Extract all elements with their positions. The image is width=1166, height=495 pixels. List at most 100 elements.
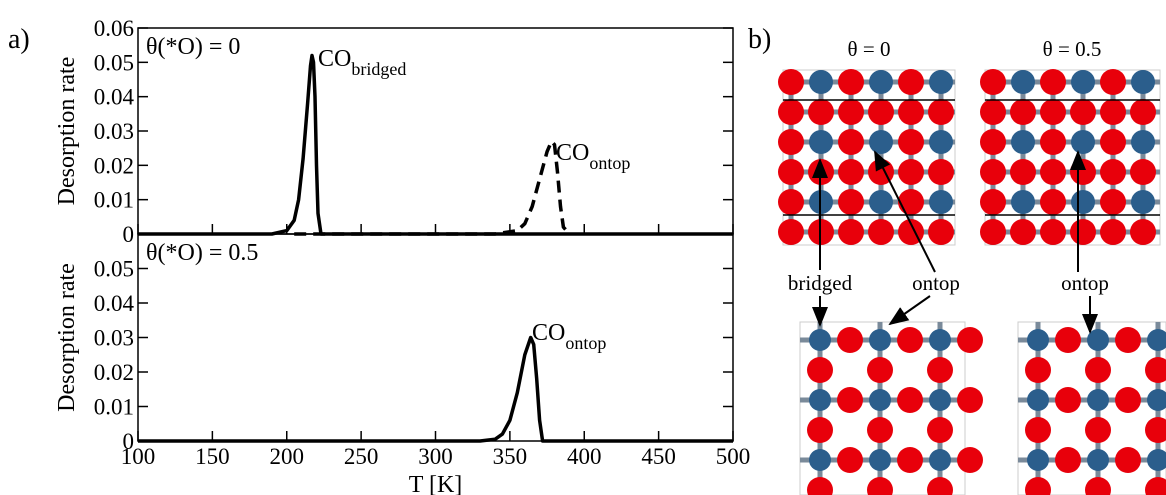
atom	[868, 219, 894, 245]
atom	[809, 130, 833, 154]
atom	[898, 129, 924, 155]
atom	[1100, 69, 1126, 95]
atom	[1040, 69, 1066, 95]
arrow	[890, 296, 930, 324]
atom	[1100, 189, 1126, 215]
atom	[809, 70, 833, 94]
y-tick-label: 0	[123, 222, 135, 247]
legend-label: θ(*O) = 0	[146, 34, 240, 60]
atom	[929, 389, 951, 411]
atom	[869, 70, 893, 94]
atom	[1070, 99, 1096, 125]
atom	[837, 327, 863, 353]
atom	[1025, 357, 1051, 383]
atom	[1071, 190, 1095, 214]
legend-label: θ(*O) = 0.5	[146, 240, 258, 266]
atom	[1011, 190, 1035, 214]
x-tick-label: 400	[567, 444, 602, 469]
atom	[929, 449, 951, 471]
site-label: ontop	[912, 271, 960, 295]
atom	[1130, 219, 1156, 245]
atom	[838, 189, 864, 215]
panel-label: b)	[748, 24, 771, 55]
curve	[138, 338, 733, 442]
site-label: bridged	[788, 271, 853, 295]
structure-title: θ = 0.5	[1043, 37, 1102, 61]
x-tick-label: 300	[418, 444, 453, 469]
annotation-subscript: ontop	[589, 153, 630, 173]
atom	[809, 389, 831, 411]
atom	[898, 159, 924, 185]
atom	[1025, 417, 1051, 443]
atom	[928, 219, 954, 245]
atom	[809, 449, 831, 471]
curve	[138, 56, 733, 235]
atom	[980, 129, 1006, 155]
atom	[1040, 99, 1066, 125]
annotation: CObridged	[318, 46, 406, 79]
y-tick-label: 0.04	[94, 85, 135, 110]
curve	[294, 141, 569, 234]
atom	[1115, 327, 1141, 353]
atom	[869, 130, 893, 154]
annotation: COontop	[532, 320, 606, 353]
x-tick-label: 200	[270, 444, 305, 469]
y-tick-label: 0.01	[94, 188, 134, 213]
annotation-subscript: bridged	[351, 59, 406, 79]
annotation-text: CO	[556, 140, 589, 166]
atom	[1027, 449, 1049, 471]
atom	[1085, 357, 1111, 383]
atom	[1100, 129, 1126, 155]
atom	[929, 70, 953, 94]
atom	[838, 69, 864, 95]
atom	[778, 129, 804, 155]
atom	[1040, 159, 1066, 185]
atom	[929, 190, 953, 214]
atom	[807, 357, 833, 383]
atom	[1131, 130, 1155, 154]
atom	[897, 327, 923, 353]
annotation-text: CO	[532, 320, 565, 346]
panel-label: a)	[8, 24, 30, 55]
atom	[1100, 219, 1126, 245]
atom	[1027, 389, 1049, 411]
atom	[869, 449, 891, 471]
atom	[838, 159, 864, 185]
structure-title: θ = 0	[848, 37, 891, 61]
atom	[980, 69, 1006, 95]
atom	[838, 99, 864, 125]
structure-bg	[985, 70, 1160, 245]
atom	[1070, 159, 1096, 185]
atom	[778, 159, 804, 185]
atom	[957, 447, 983, 473]
atom	[869, 190, 893, 214]
atom	[1070, 219, 1096, 245]
atom	[1027, 329, 1049, 351]
atom	[1010, 159, 1036, 185]
atom	[837, 387, 863, 413]
atom	[957, 327, 983, 353]
atom	[980, 159, 1006, 185]
atom	[1130, 99, 1156, 125]
y-tick-label: 0.04	[94, 291, 135, 316]
atom	[1011, 70, 1035, 94]
atom	[898, 99, 924, 125]
atom	[1115, 387, 1141, 413]
y-tick-label: 0.02	[94, 153, 134, 178]
atom	[1131, 70, 1155, 94]
y-tick-label: 0.01	[94, 395, 134, 420]
atom	[897, 387, 923, 413]
atom	[1040, 129, 1066, 155]
atom	[898, 189, 924, 215]
atom	[898, 69, 924, 95]
y-axis-label: Desorption rate	[54, 263, 80, 412]
atom	[778, 219, 804, 245]
atom	[869, 389, 891, 411]
atom	[1087, 329, 1109, 351]
atom	[1087, 389, 1109, 411]
atom	[868, 99, 894, 125]
atom	[957, 387, 983, 413]
x-tick-label: 250	[344, 444, 379, 469]
y-tick-label: 0.05	[94, 257, 134, 282]
atom	[837, 447, 863, 473]
